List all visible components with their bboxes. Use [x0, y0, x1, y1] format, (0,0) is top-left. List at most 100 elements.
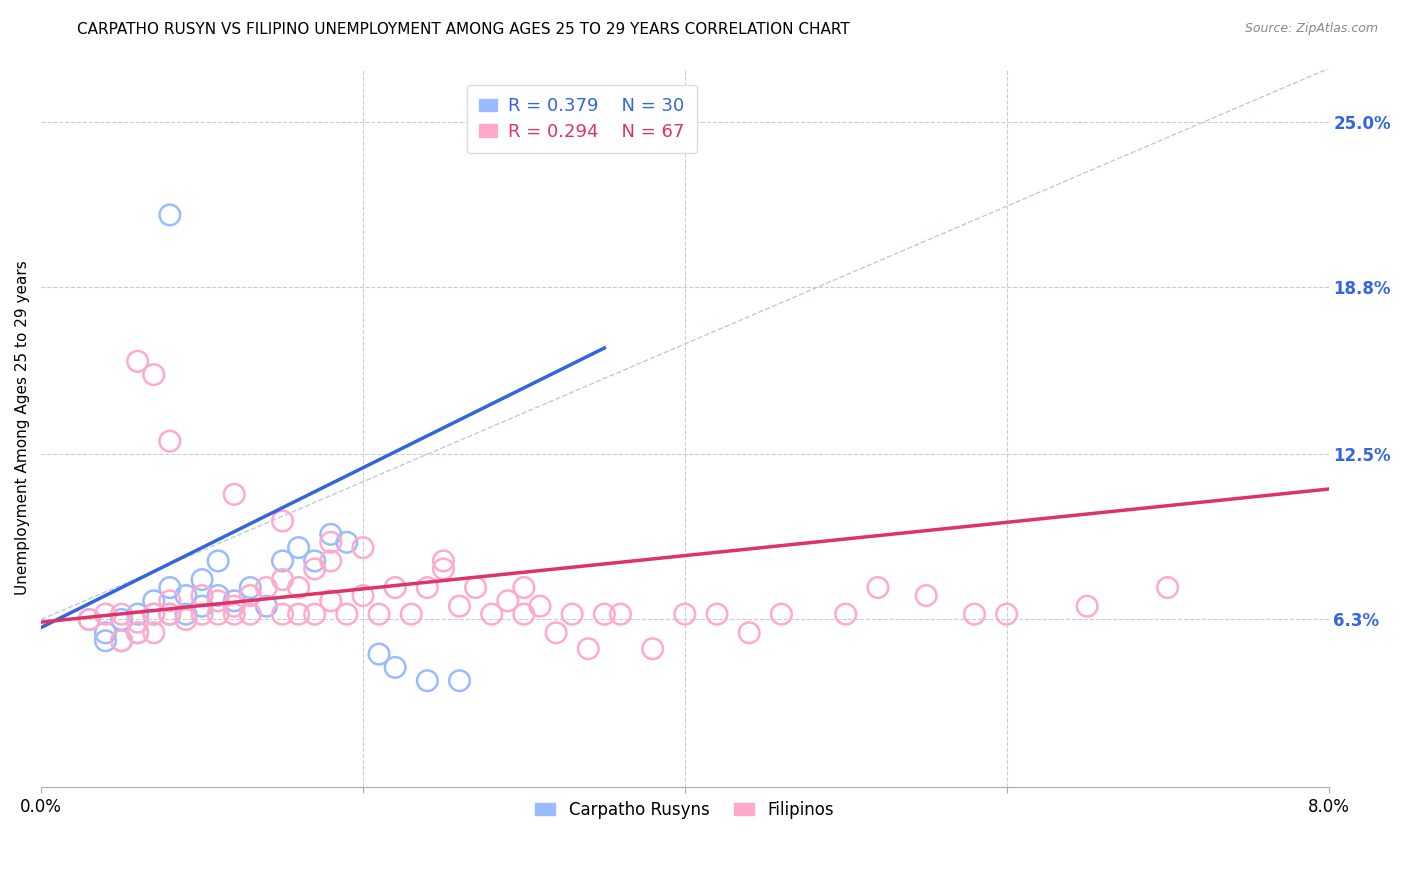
Point: [239, 607, 262, 622]
Point: [254, 599, 277, 614]
Point: [127, 625, 149, 640]
Point: [287, 581, 309, 595]
Point: [336, 535, 359, 549]
Point: [159, 607, 181, 622]
Point: [127, 625, 149, 640]
Point: [110, 607, 132, 622]
Point: [94, 607, 117, 622]
Point: [174, 612, 197, 626]
Point: [224, 594, 246, 608]
Point: [319, 554, 342, 568]
Point: [142, 625, 165, 640]
Point: [239, 589, 262, 603]
Point: [593, 607, 616, 622]
Point: [254, 581, 277, 595]
Point: [159, 581, 181, 595]
Point: [271, 573, 294, 587]
Point: [352, 589, 374, 603]
Point: [271, 554, 294, 568]
Point: [835, 607, 858, 622]
Point: [174, 607, 197, 622]
Point: [224, 487, 246, 501]
Point: [866, 581, 889, 595]
Point: [207, 554, 229, 568]
Point: [995, 607, 1018, 622]
Point: [368, 647, 391, 661]
Point: [79, 612, 101, 626]
Point: [464, 581, 486, 595]
Point: [142, 368, 165, 382]
Point: [207, 594, 229, 608]
Point: [529, 599, 551, 614]
Point: [142, 607, 165, 622]
Point: [513, 581, 536, 595]
Point: [207, 589, 229, 603]
Y-axis label: Unemployment Among Ages 25 to 29 years: Unemployment Among Ages 25 to 29 years: [15, 260, 30, 595]
Point: [496, 594, 519, 608]
Point: [224, 599, 246, 614]
Point: [271, 514, 294, 528]
Point: [159, 594, 181, 608]
Point: [239, 581, 262, 595]
Point: [319, 535, 342, 549]
Point: [224, 607, 246, 622]
Point: [432, 554, 454, 568]
Point: [1156, 581, 1178, 595]
Point: [561, 607, 583, 622]
Point: [127, 607, 149, 622]
Point: [432, 562, 454, 576]
Point: [352, 541, 374, 555]
Point: [336, 607, 359, 622]
Point: [142, 594, 165, 608]
Point: [915, 589, 938, 603]
Point: [191, 599, 214, 614]
Point: [174, 589, 197, 603]
Point: [207, 607, 229, 622]
Point: [191, 589, 214, 603]
Point: [79, 612, 101, 626]
Point: [287, 607, 309, 622]
Point: [544, 625, 567, 640]
Point: [416, 581, 439, 595]
Point: [110, 633, 132, 648]
Text: Source: ZipAtlas.com: Source: ZipAtlas.com: [1244, 22, 1378, 36]
Point: [94, 625, 117, 640]
Point: [191, 607, 214, 622]
Point: [287, 541, 309, 555]
Point: [94, 633, 117, 648]
Point: [319, 527, 342, 541]
Point: [481, 607, 503, 622]
Point: [159, 607, 181, 622]
Point: [271, 607, 294, 622]
Point: [319, 594, 342, 608]
Point: [963, 607, 986, 622]
Point: [368, 607, 391, 622]
Point: [513, 607, 536, 622]
Point: [127, 615, 149, 629]
Text: CARPATHO RUSYN VS FILIPINO UNEMPLOYMENT AMONG AGES 25 TO 29 YEARS CORRELATION CH: CARPATHO RUSYN VS FILIPINO UNEMPLOYMENT …: [77, 22, 851, 37]
Legend: Carpatho Rusyns, Filipinos: Carpatho Rusyns, Filipinos: [529, 794, 841, 826]
Point: [191, 573, 214, 587]
Point: [399, 607, 422, 622]
Point: [304, 607, 326, 622]
Point: [1076, 599, 1098, 614]
Point: [384, 660, 406, 674]
Point: [416, 673, 439, 688]
Point: [127, 354, 149, 368]
Point: [673, 607, 696, 622]
Point: [449, 673, 471, 688]
Point: [304, 554, 326, 568]
Point: [142, 607, 165, 622]
Point: [609, 607, 631, 622]
Point: [641, 641, 664, 656]
Point: [449, 599, 471, 614]
Point: [384, 581, 406, 595]
Point: [770, 607, 793, 622]
Point: [706, 607, 728, 622]
Point: [304, 562, 326, 576]
Point: [159, 434, 181, 449]
Point: [110, 633, 132, 648]
Point: [738, 625, 761, 640]
Point: [159, 208, 181, 222]
Point: [576, 641, 599, 656]
